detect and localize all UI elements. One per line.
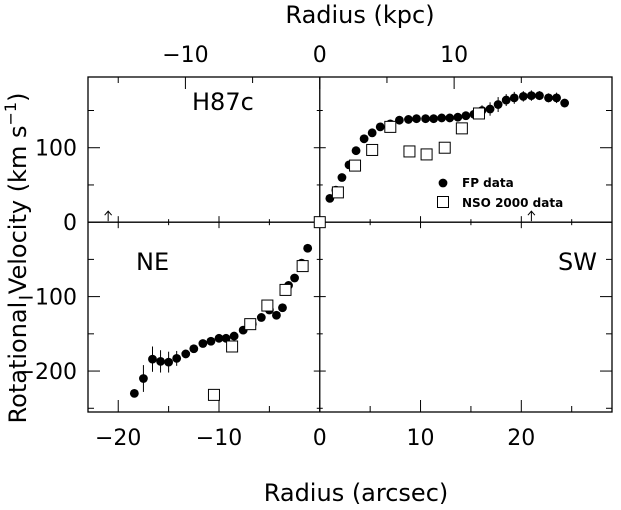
fp-data-point	[256, 313, 266, 322]
legend: FP data NSO 2000 data	[437, 176, 563, 210]
nso-data-point	[261, 299, 274, 312]
fp-data-point	[189, 344, 199, 354]
fp-data-point	[359, 134, 369, 144]
nso-data-point	[279, 283, 292, 296]
top-x-axis-label: Radius (kpc)	[285, 1, 434, 29]
legend-nso-marker	[437, 196, 449, 208]
y-axis-label: Rotational Velocity (km s−1)	[1, 93, 32, 424]
fp-data-point	[278, 303, 287, 313]
ne-label: NE	[136, 248, 169, 276]
nso-data-point	[455, 122, 468, 135]
arrow-head	[104, 210, 113, 216]
fp-data-point	[148, 354, 157, 364]
fp-data-point	[485, 104, 495, 114]
fp-data-point	[351, 146, 361, 156]
nso-data-point	[207, 388, 220, 401]
fp-data-point	[445, 113, 455, 123]
top-tick-label: −10	[162, 43, 208, 68]
y-tick-label: 0	[63, 211, 77, 236]
fp-data-point	[461, 111, 471, 121]
bottom-tick-label: −10	[196, 426, 242, 451]
bottom-x-axis-label: Radius (arcsec)	[264, 479, 449, 507]
fp-data-point	[501, 95, 511, 105]
fp-data-point	[509, 93, 519, 103]
fp-data-point	[375, 122, 385, 132]
fp-data-point	[552, 93, 561, 103]
bottom-tick-label: −20	[95, 426, 141, 451]
fp-data-point	[272, 310, 281, 320]
nso-data-point	[331, 186, 344, 199]
plot-frame-box	[87, 76, 613, 413]
top-tick-label: 10	[440, 43, 468, 68]
fp-data-point	[156, 356, 165, 366]
nso-data-point	[403, 145, 416, 158]
nso-data-point	[313, 216, 326, 229]
fp-data-point	[394, 115, 404, 125]
nso-data-point	[244, 318, 257, 331]
data-points	[129, 91, 570, 401]
y-tick-label: −200	[17, 360, 77, 385]
y-axis-label-main: Rotational Velocity (km s	[4, 126, 32, 424]
bottom-tick-label: 0	[313, 426, 327, 451]
plot-frame	[87, 76, 613, 413]
fp-data-point	[206, 336, 216, 346]
legend-nso-label: NSO 2000 data	[462, 196, 563, 210]
fp-data-point	[437, 113, 447, 123]
arrow-markers	[104, 210, 536, 222]
fp-data-point	[337, 173, 347, 182]
nso-data-point	[366, 143, 379, 156]
fp-data-point	[290, 273, 299, 283]
nso-data-point	[472, 107, 485, 120]
fp-data-point	[367, 128, 377, 138]
bottom-tick-label: 10	[407, 426, 435, 451]
fp-data-point	[303, 243, 313, 253]
fp-data-point	[493, 100, 503, 109]
top-tick-label: 0	[313, 43, 327, 68]
y-axis-label-sup: −1	[1, 102, 20, 126]
nso-data-point	[384, 120, 397, 133]
fp-data-point	[535, 91, 544, 101]
fp-data-point	[214, 333, 224, 343]
y-tick-label: 100	[35, 137, 77, 162]
legend-fp-label: FP data	[462, 176, 514, 190]
fp-data-point	[404, 115, 413, 124]
bottom-tick-label: 20	[507, 426, 535, 451]
fp-data-point	[544, 93, 553, 103]
arrow-head	[527, 210, 536, 216]
fp-data-point	[229, 331, 239, 341]
fp-data-point	[198, 339, 208, 348]
fp-data-point	[181, 349, 191, 359]
fp-data-point	[164, 357, 174, 367]
fp-data-point	[129, 388, 139, 398]
fp-data-point	[526, 91, 536, 101]
nso-data-point	[420, 148, 433, 161]
fp-data-point	[412, 114, 421, 124]
legend-fp-marker	[438, 178, 448, 188]
y-axis-label-close: )	[4, 93, 32, 102]
nso-data-point	[296, 260, 309, 273]
fp-data-point	[518, 91, 528, 101]
nso-data-point	[226, 340, 239, 353]
fp-data-point	[429, 114, 439, 124]
fp-data-point	[421, 114, 430, 124]
fp-data-point	[560, 98, 570, 108]
fp-data-point	[453, 112, 463, 122]
y-tick-label: −100	[17, 286, 77, 311]
nso-data-point	[438, 141, 451, 154]
fp-data-point	[139, 374, 148, 383]
fp-data-point	[172, 354, 182, 363]
panel-divider-lines	[88, 77, 612, 412]
galaxy-label: H87c	[192, 88, 254, 116]
nso-data-point	[349, 159, 362, 172]
sw-label: SW	[558, 248, 597, 276]
